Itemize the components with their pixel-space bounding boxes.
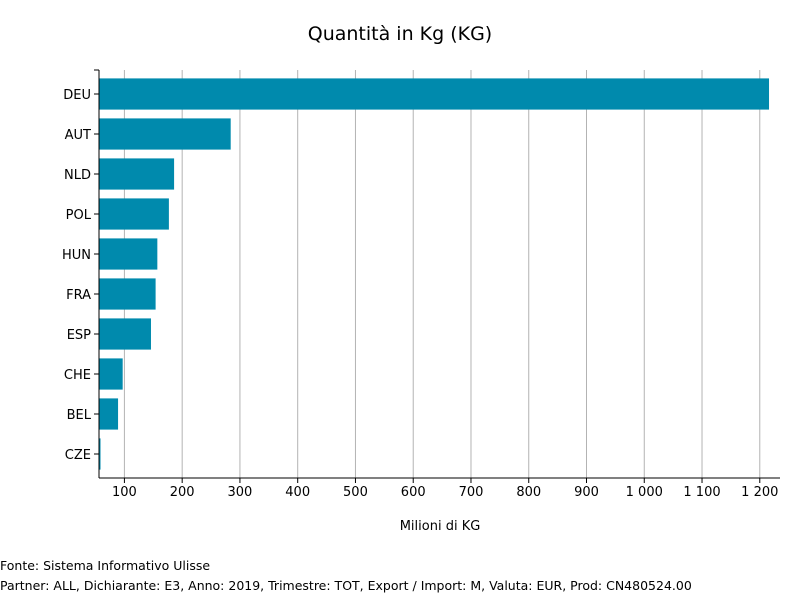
y-tick-label: FRA [66,288,91,303]
footer-details: Partner: ALL, Dichiarante: E3, Anno: 201… [0,578,692,593]
bar-esp [99,318,151,350]
y-tick-label: HUN [62,248,91,263]
bar-hun [99,238,158,270]
y-tick-label: CHE [64,368,91,383]
x-axis-label: Milioni di KG [400,519,481,534]
y-tick-label: NLD [64,168,91,183]
bar-aut [99,118,231,150]
x-tick-label: 1 200 [741,485,778,500]
x-tick-label: 400 [285,485,310,500]
bars [99,78,770,470]
y-tick-label: ESP [67,328,91,343]
bar-che [99,358,123,390]
chart-title: Quantità in Kg (KG) [308,23,492,45]
bar-cze [99,438,101,470]
x-tick-label: 900 [574,485,599,500]
bar-nld [99,158,175,190]
x-tick-label: 800 [516,485,541,500]
y-tick-label: POL [66,208,92,223]
footer-source: Fonte: Sistema Informativo Ulisse [0,558,211,573]
y-tick-label: AUT [65,128,91,143]
axes: 100 200 300 400 500 600 700 800 900 1 000 1 100 1 2… [62,69,780,500]
x-tick-label: 200 [170,485,195,500]
y-tick-label: CZE [65,448,91,463]
x-tick-label: 500 [343,485,368,500]
x-tick-label: 700 [459,485,484,500]
x-tick-label: 300 [228,485,253,500]
bar-bel [99,398,119,430]
bar-pol [99,198,169,230]
x-tick-label: 100 [112,485,137,500]
y-tick-label: DEU [63,88,91,103]
bar-deu [99,78,770,110]
x-tick-label: 600 [401,485,426,500]
y-tick-label: BEL [67,408,92,423]
x-tick-label: 1 100 [683,485,720,500]
x-tick-label: 1 000 [626,485,663,500]
bar-fra [99,278,156,310]
